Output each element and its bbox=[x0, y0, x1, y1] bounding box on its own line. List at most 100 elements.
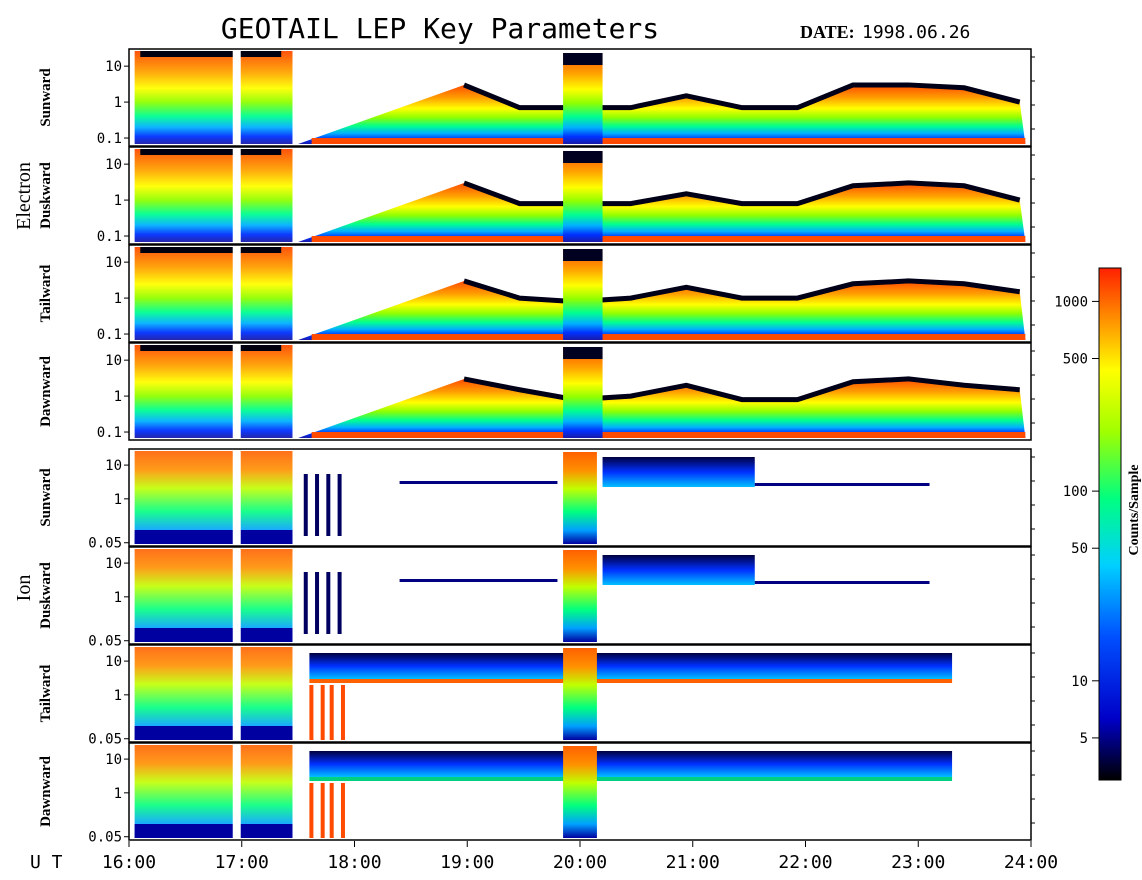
colorbar-tick-label: 10 bbox=[1071, 674, 1088, 690]
panel-label: Sunward bbox=[38, 68, 54, 127]
ion-active bbox=[134, 745, 293, 838]
x-tick-label: 19:00 bbox=[440, 852, 494, 873]
ion-band-early bbox=[399, 579, 558, 582]
y-tick-label: 1 bbox=[114, 688, 122, 704]
group-label-ion: Ion bbox=[13, 575, 35, 602]
y-tick-label: 10 bbox=[105, 752, 122, 768]
ion-spike bbox=[315, 474, 320, 536]
x-tick-label: 22:00 bbox=[778, 852, 832, 873]
spectrum-quiet-edge bbox=[463, 180, 1021, 207]
ion-band-early bbox=[399, 481, 558, 484]
spectrum-active bbox=[134, 345, 293, 438]
data-gap bbox=[232, 645, 241, 742]
ion-spike-2000 bbox=[563, 746, 597, 838]
panel-label: Sunward bbox=[38, 468, 54, 527]
spectrum-low-energy bbox=[311, 334, 1026, 340]
spectrum-upper-edge bbox=[140, 149, 282, 155]
panel-ion-dawnward: 10 1 0.05 Dawnward bbox=[38, 742, 1035, 846]
panel-frame bbox=[128, 342, 1032, 441]
data-gap bbox=[232, 547, 241, 644]
ion-band bbox=[309, 653, 953, 679]
spectrum-active bbox=[134, 149, 293, 242]
y-tick-label: 10 bbox=[105, 353, 122, 369]
spectrum-spike bbox=[563, 249, 603, 340]
colorbar-gradient bbox=[1098, 267, 1122, 781]
ion-band bbox=[602, 555, 755, 585]
ion-spike-2000 bbox=[563, 452, 597, 544]
ion-active-base bbox=[134, 824, 293, 838]
ion-spike bbox=[340, 685, 345, 740]
ion-active bbox=[134, 647, 293, 740]
y-tick-label: 10 bbox=[105, 255, 122, 271]
ion-spike bbox=[303, 572, 308, 634]
colorbar-label: Counts/Sample bbox=[1127, 464, 1142, 555]
panel-frame bbox=[128, 742, 1032, 841]
date-value: 1998.06.26 bbox=[862, 22, 970, 43]
ion-spike bbox=[329, 783, 334, 838]
x-tick-label: 17:00 bbox=[215, 852, 269, 873]
panel-electron-duskward: 10 1 0.1 Duskward bbox=[38, 146, 1035, 245]
colorbar-tick-label: 100 bbox=[1063, 484, 1088, 500]
data-gap bbox=[232, 147, 241, 244]
ion-spike bbox=[320, 685, 325, 740]
x-tick-label: 18:00 bbox=[327, 852, 381, 873]
panel-frame bbox=[128, 244, 1032, 343]
spectrum-quiet-edge bbox=[463, 82, 1021, 111]
x-axis-label: U T bbox=[30, 852, 63, 873]
ion-band-tail bbox=[754, 483, 930, 486]
x-tick-label: 16:00 bbox=[102, 852, 156, 873]
y-tick-label: 0.05 bbox=[88, 732, 122, 748]
colorbar-tick-label: 50 bbox=[1071, 541, 1088, 557]
ion-spike bbox=[340, 783, 345, 838]
spectrum-spike-edge bbox=[563, 347, 603, 359]
y-tick-label: 1 bbox=[114, 291, 122, 307]
spectrum-quiet-band bbox=[298, 378, 1026, 438]
ion-spike bbox=[309, 783, 314, 838]
colorbar: Counts/Sample 1000 500 100 50 10 5 bbox=[1054, 267, 1142, 781]
spectrum-upper-edge bbox=[140, 51, 282, 57]
spectrum-low-energy bbox=[311, 138, 1026, 144]
ion-active-base bbox=[134, 530, 293, 544]
ion-spike bbox=[320, 783, 325, 838]
panel-label: Tailward bbox=[38, 264, 54, 322]
panel-label: Dawnward bbox=[38, 355, 54, 426]
panel-ion-sunward: 10 1 0.05 Sunward bbox=[38, 448, 1035, 552]
ion-spike bbox=[329, 685, 334, 740]
y-tick-label: 1 bbox=[114, 492, 122, 508]
x-tick-label: 21:00 bbox=[666, 852, 720, 873]
panel-ion-duskward: 10 1 0.05 Duskward bbox=[38, 546, 1035, 650]
y-tick-label: 1 bbox=[114, 95, 122, 111]
ion-spike bbox=[337, 572, 342, 634]
panel-frame bbox=[128, 146, 1032, 245]
y-tick-label: 0.05 bbox=[88, 634, 122, 650]
ion-spike bbox=[326, 572, 331, 634]
y-tick-label: 0.05 bbox=[88, 536, 122, 552]
ion-band-tail bbox=[754, 581, 930, 584]
spectrogram-panels: 10 1 0.1 Sunward 10 1 0.1 Duskward 10 1 0.1 Tailwar… bbox=[38, 48, 1035, 846]
spectrum-spike-edge bbox=[563, 53, 603, 65]
spectrum-spike bbox=[563, 347, 603, 438]
data-gap bbox=[232, 343, 241, 440]
group-label-electron: Electron bbox=[13, 162, 35, 230]
x-tick-label: 24:00 bbox=[1004, 852, 1058, 873]
panel-frame bbox=[128, 546, 1032, 645]
x-tick-label: 23:00 bbox=[891, 852, 945, 873]
data-gap bbox=[232, 449, 241, 546]
ion-spike-2000 bbox=[563, 648, 597, 740]
y-tick-label: 1 bbox=[114, 193, 122, 209]
spectrum-low-energy bbox=[311, 432, 1026, 438]
panel-frame bbox=[128, 644, 1032, 743]
x-axis: U T 16:00 17:00 18:00 19:00 20:00 21:00 22:00 2… bbox=[30, 841, 1058, 873]
ion-spike bbox=[326, 474, 331, 536]
spectrum-quiet-band bbox=[298, 84, 1026, 144]
ion-band bbox=[309, 751, 953, 777]
y-tick-label: 0.1 bbox=[97, 131, 122, 147]
y-tick-label: 0.1 bbox=[97, 229, 122, 245]
panel-label: Duskward bbox=[38, 161, 54, 228]
date-label: DATE: bbox=[800, 22, 855, 42]
y-tick-label: 0.05 bbox=[88, 830, 122, 846]
y-tick-label: 10 bbox=[105, 458, 122, 474]
panel-ion-tailward: 10 1 0.05 Tailward bbox=[38, 644, 1035, 748]
spectrum-quiet-band bbox=[298, 280, 1026, 340]
